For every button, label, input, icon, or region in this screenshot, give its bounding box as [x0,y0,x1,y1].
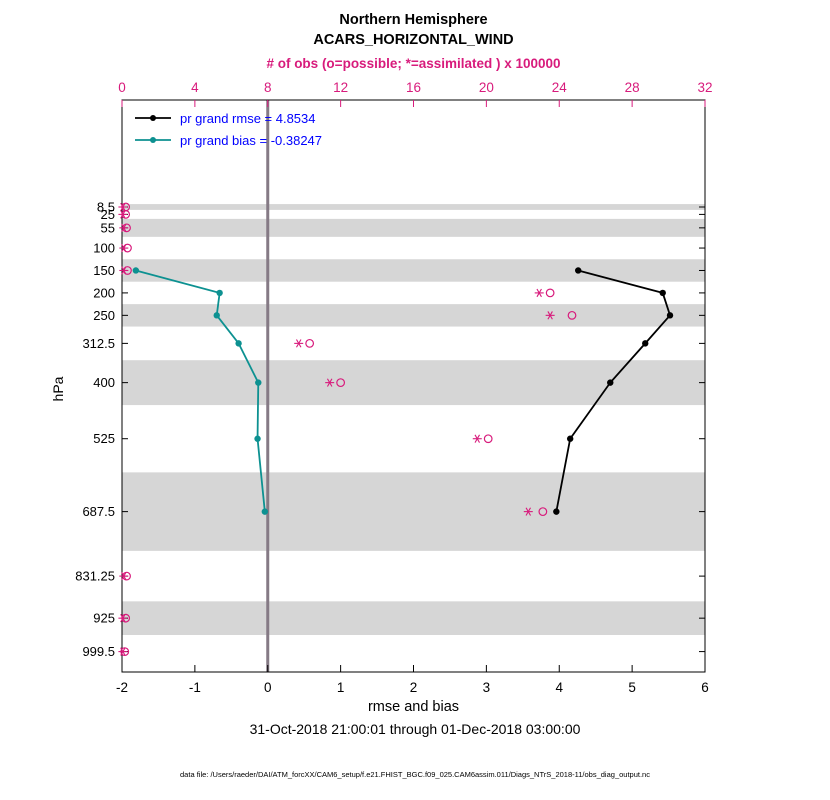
shaded-pressure-band [122,218,705,237]
y-tick-label: 8.5 [97,199,115,214]
rmse-data-point [666,312,674,319]
x-top-tick-label: 4 [191,80,199,95]
y-axis-label: hPa [50,376,66,402]
shaded-pressure-band [122,204,705,210]
x-bottom-tick-label: 6 [701,680,709,695]
rmse-data-point [607,379,614,386]
x-bottom-tick-label: 4 [555,680,563,695]
obs-assimilated-marker [472,434,482,443]
x-bottom-tick-label: 5 [628,680,636,695]
obs-assimilated-marker [325,378,335,387]
obs-possible-marker [305,338,315,348]
obs-assimilated-marker [118,202,128,212]
bias-data-point [213,312,220,319]
obs-assimilated-marker [294,339,304,348]
shaded-pressure-band [122,360,705,406]
rmse-data-point [566,435,574,442]
bias-data-point [216,289,223,297]
obs-assimilated-marker [119,223,129,233]
obs-assimilated-marker [118,613,128,623]
obs-assimilated-marker [118,647,128,656]
legend-line-sample [135,115,171,121]
y-tick-label: 312.5 [82,336,115,351]
obs-assimilated-marker [119,571,129,581]
legend-entry: pr grand rmse = 4.8534 [133,107,322,129]
obs-count-axis-label: # of obs (o=possible; *=assimilated ) x … [266,56,561,71]
obs-possible-marker [336,378,346,388]
x-top-tick-label: 8 [264,80,272,95]
rmse-data-point [642,340,649,347]
y-tick-label: 250 [93,308,115,323]
bias-data-point [254,435,261,442]
obs-assimilated-marker [523,507,533,516]
y-tick-label: 999.5 [82,644,115,659]
x-bottom-tick-label: 1 [337,680,345,695]
legend-label: pr grand bias = -0.38247 [180,132,323,148]
x-bottom-tick-label: 2 [410,680,418,695]
obs-assimilated-marker [119,243,129,253]
rmse-data-point [553,508,560,515]
y-tick-label: 25 [101,207,115,222]
obs-possible-marker [545,288,555,298]
y-tick-label: 831.25 [75,569,115,584]
rmse-data-point [659,289,666,297]
bias-data-point [255,379,262,386]
y-tick-label: 687.5 [82,504,115,519]
shaded-pressure-band [122,472,705,551]
obs-possible-marker [567,310,577,320]
y-tick-label: 55 [101,220,115,235]
bias-data-point [235,340,242,347]
y-tick-label: 100 [93,241,115,256]
obs-possible-marker [538,507,548,517]
x-top-tick-label: 20 [479,80,494,95]
obs-assimilated-marker [545,311,555,320]
datafile-path: data file: /Users/raeder/DAI/ATM_forcXX/… [180,770,650,779]
x-top-tick-label: 28 [625,80,640,95]
x-top-tick-label: 24 [552,80,568,95]
x-top-tick-label: 16 [406,80,421,95]
legend-label: pr grand rmse = 4.8534 [180,110,316,126]
bias-data-point [132,267,140,274]
x-bottom-tick-label: -1 [189,680,201,695]
obs-assimilated-marker [534,288,544,298]
timespan-label: 31-Oct-2018 21:00:01 through 01-Dec-2018… [249,721,581,737]
y-tick-label: 400 [93,375,115,390]
x-axis-label: rmse and bias [367,699,460,715]
y-tick-label: 925 [93,611,115,626]
obs-assimilated-marker [119,266,129,275]
y-tick-label: 150 [93,263,115,278]
x-top-tick-label: 32 [697,80,712,95]
plot-title: Northern Hemisphere [339,12,488,28]
obs-assimilated-marker [118,210,128,219]
x-bottom-tick-label: 0 [264,680,272,695]
shaded-pressure-band [122,259,705,282]
x-bottom-tick-label: -2 [116,680,128,695]
legend-entry: pr grand bias = -0.38247 [133,129,322,151]
obs-possible-marker [483,434,493,444]
rmse-data-point [574,267,582,274]
shaded-pressure-band [122,601,705,635]
x-top-tick-label: 0 [118,80,126,95]
plot-subtitle: ACARS_HORIZONTAL_WIND [313,32,514,48]
shaded-pressure-band [122,304,705,327]
legend: pr grand rmse = 4.8534 pr grand bias = -0… [133,107,322,151]
x-bottom-tick-label: 3 [483,680,491,695]
legend-line-sample [135,137,171,143]
x-top-tick-label: 12 [333,80,348,95]
y-tick-label: 525 [93,431,115,446]
y-tick-label: 200 [93,285,115,300]
bias-data-point [261,508,269,515]
